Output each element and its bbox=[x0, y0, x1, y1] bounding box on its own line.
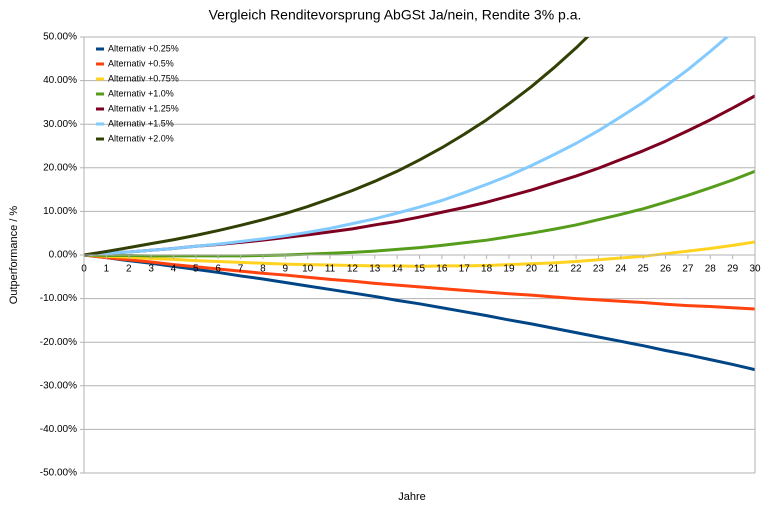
y-tick-label: 10.00% bbox=[43, 206, 77, 217]
y-tick-label: -30.00% bbox=[40, 380, 77, 391]
y-tick-label: -40.00% bbox=[40, 424, 77, 435]
x-tick-label: 30 bbox=[749, 264, 761, 275]
x-tick-label: 25 bbox=[638, 264, 650, 275]
x-tick-label: 18 bbox=[481, 264, 493, 275]
x-axis-title: Jahre bbox=[398, 491, 426, 503]
legend-label: Alternativ +0.5% bbox=[108, 58, 174, 68]
x-tick-label: 21 bbox=[548, 264, 560, 275]
series-line bbox=[84, 37, 730, 257]
x-tick-label: 29 bbox=[727, 264, 739, 275]
x-tick-label: 24 bbox=[615, 264, 627, 275]
x-tick-label: 0 bbox=[81, 264, 87, 275]
series-line bbox=[84, 169, 755, 258]
legend-label: Alternativ +1.0% bbox=[108, 88, 174, 98]
y-tick-label: -10.00% bbox=[40, 293, 77, 304]
series-line bbox=[84, 253, 755, 372]
legend-label: Alternativ +1.5% bbox=[108, 118, 174, 128]
x-tick-label: 12 bbox=[347, 264, 359, 275]
x-tick-label: 22 bbox=[571, 264, 583, 275]
legend-label: Alternativ +0.25% bbox=[108, 43, 179, 53]
x-tick-label: 3 bbox=[148, 264, 154, 275]
x-tick-label: 11 bbox=[325, 264, 336, 275]
series-line bbox=[84, 37, 590, 257]
x-tick-label: 8 bbox=[260, 264, 266, 275]
y-tick-label: 30.00% bbox=[43, 119, 77, 130]
x-tick-label: 16 bbox=[436, 264, 448, 275]
axes: -50.00% -40.00% -30.00% -20.00% -10.00% 0.00%… bbox=[40, 32, 761, 479]
x-tick-label: 9 bbox=[283, 264, 289, 275]
y-tick-label: 50.00% bbox=[43, 32, 77, 43]
legend: Alternativ +0.25% Alternativ +0.5% Alterna… bbox=[96, 43, 179, 143]
legend-label: Alternativ +1.25% bbox=[108, 103, 179, 113]
x-tick-label: 23 bbox=[593, 264, 605, 275]
y-axis-title: Outperformance / % bbox=[8, 206, 20, 305]
plot-lines bbox=[84, 37, 755, 372]
y-tick-label: 20.00% bbox=[43, 162, 77, 173]
y-tick-label: 0.00% bbox=[49, 250, 77, 261]
y-tick-label: 40.00% bbox=[43, 75, 77, 86]
x-tick-label: 6 bbox=[215, 264, 221, 275]
x-tick-label: 27 bbox=[682, 264, 694, 275]
legend-label: Alternativ +0.75% bbox=[108, 73, 179, 83]
x-tick-label: 7 bbox=[238, 264, 244, 275]
x-tick-label: 10 bbox=[302, 264, 314, 275]
legend-label: Alternativ +2.0% bbox=[108, 133, 174, 143]
x-tick-label: 26 bbox=[660, 264, 672, 275]
x-tick-label: 17 bbox=[459, 264, 471, 275]
x-tick-label: 2 bbox=[126, 264, 132, 275]
x-tick-label: 13 bbox=[369, 264, 381, 275]
x-tick-label: 28 bbox=[705, 264, 717, 275]
x-tick-label: 19 bbox=[503, 264, 515, 275]
y-tick-label: -20.00% bbox=[40, 337, 77, 348]
chart-title: Vergleich Renditevorsprung AbGSt Ja/nein… bbox=[209, 7, 582, 23]
series-line bbox=[84, 253, 755, 311]
x-tick-label: 15 bbox=[414, 264, 426, 275]
series-line bbox=[84, 94, 755, 257]
x-tick-label: 4 bbox=[171, 264, 177, 275]
x-tick-label: 20 bbox=[526, 264, 538, 275]
y-tick-label: -50.00% bbox=[40, 468, 77, 479]
x-tick-label: 1 bbox=[104, 264, 110, 275]
x-tick-label: 5 bbox=[193, 264, 199, 275]
x-tick-label: 14 bbox=[392, 264, 404, 275]
